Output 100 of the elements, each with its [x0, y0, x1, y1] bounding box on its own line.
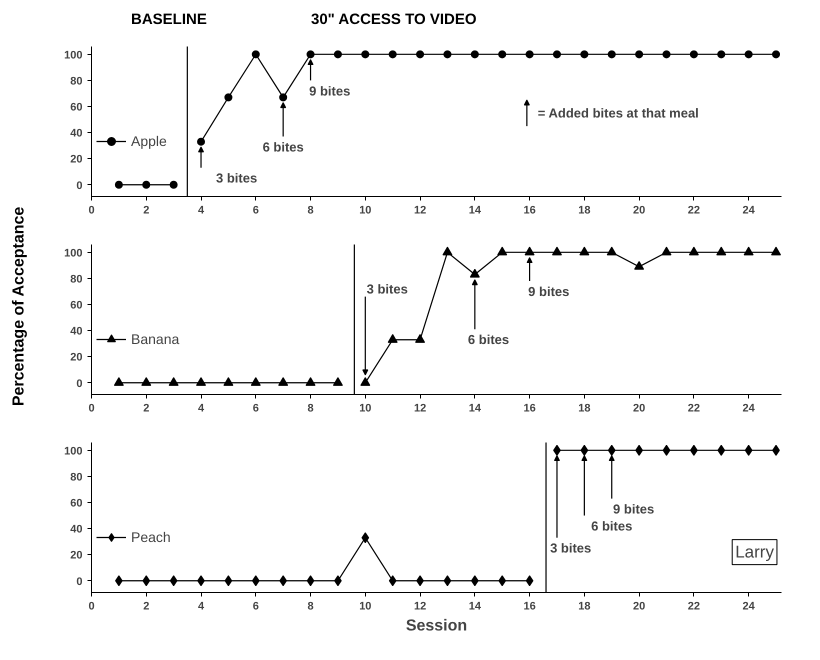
x-tick-label: 24 — [742, 402, 756, 414]
x-tick-label: 6 — [252, 402, 259, 414]
point — [606, 246, 617, 256]
y-tick-label: 40 — [70, 326, 83, 338]
point — [360, 377, 370, 386]
x-tick-label: 16 — [523, 600, 536, 612]
x-tick-label: 18 — [578, 600, 590, 612]
y-axis-title: Percentage of Acceptance — [10, 206, 29, 408]
y-tick-label: 40 — [70, 524, 83, 536]
y-tick-label: 20 — [70, 154, 83, 166]
y-tick-label: 40 — [70, 128, 83, 140]
legend-label: Peach — [131, 529, 171, 545]
point — [498, 50, 506, 58]
point — [196, 377, 206, 386]
x-tick-label: 18 — [578, 402, 590, 414]
annotation: 6 bites — [262, 139, 304, 154]
x-tick-label: 12 — [414, 600, 426, 612]
x-tick-label: 18 — [578, 204, 590, 216]
x-tick-label: 4 — [198, 204, 205, 216]
y-tick-label: 100 — [64, 247, 83, 260]
point — [470, 50, 479, 58]
point — [690, 50, 698, 58]
annotation: 3 bites — [366, 281, 408, 296]
x-tick-label: 8 — [307, 600, 314, 612]
point — [579, 246, 590, 256]
x-tick-label: 0 — [88, 204, 95, 216]
point — [250, 377, 261, 386]
point — [197, 138, 206, 146]
annotation: 3 bites — [216, 170, 258, 186]
annotation: Larry — [735, 542, 774, 562]
x-tick-label: 14 — [468, 402, 482, 414]
point — [662, 246, 672, 256]
point — [142, 180, 150, 189]
x-tick-label: 10 — [359, 600, 372, 612]
y-tick-label: 100 — [64, 49, 83, 62]
text: BASELINE — [131, 10, 207, 30]
y-tick-label: 60 — [70, 300, 83, 312]
annotation: 9 bites — [528, 284, 570, 299]
point — [415, 334, 426, 343]
point — [717, 444, 726, 456]
point — [608, 444, 616, 456]
legend-label: Apple — [131, 133, 167, 149]
annotation: 3 bites — [550, 540, 592, 556]
point — [223, 377, 234, 386]
point — [688, 246, 699, 256]
point — [361, 50, 370, 58]
point — [252, 50, 260, 58]
text: 30" ACCESS TO VIDEO — [311, 10, 476, 30]
point — [716, 246, 726, 256]
point — [552, 246, 562, 256]
x-tick-label: 20 — [633, 402, 646, 414]
x-axis-title: Session — [406, 618, 468, 634]
x-tick-label: 20 — [633, 600, 646, 612]
point — [635, 50, 644, 58]
point — [442, 246, 452, 256]
x-tick-label: 6 — [252, 204, 259, 216]
annotation: = Added bites at that meal — [538, 106, 699, 121]
x-tick-label: 0 — [88, 600, 95, 612]
x-tick-label: 12 — [414, 204, 426, 216]
point — [552, 50, 561, 58]
legend-label: Banana — [131, 331, 180, 347]
point — [388, 334, 398, 343]
x-tick-label: 0 — [88, 402, 95, 414]
x-tick-label: 24 — [742, 204, 756, 216]
x-tick-label: 22 — [688, 600, 700, 612]
point — [114, 180, 123, 189]
x-tick-label: 8 — [307, 402, 314, 414]
x-tick-label: 2 — [143, 600, 150, 612]
x-tick-label: 10 — [359, 402, 372, 414]
y-tick-label: 80 — [70, 471, 83, 484]
point — [772, 50, 780, 58]
point — [634, 260, 644, 270]
annotation: 6 bites — [468, 332, 510, 348]
y-tick-label: 80 — [70, 273, 83, 286]
point — [717, 50, 726, 58]
x-tick-label: 8 — [307, 204, 314, 216]
point — [332, 377, 343, 386]
point — [252, 575, 260, 586]
point — [170, 180, 178, 189]
point — [744, 246, 754, 256]
y-tick-label: 100 — [64, 445, 83, 458]
annotation: 9 bites — [309, 83, 350, 98]
x-tick-label: 16 — [523, 204, 536, 216]
y-tick-label: 0 — [76, 576, 83, 588]
x-tick-label: 22 — [688, 402, 700, 414]
y-tick-label: 0 — [76, 378, 83, 390]
point — [771, 246, 782, 256]
point — [388, 575, 397, 586]
x-tick-label: 2 — [143, 402, 150, 414]
y-tick-label: 20 — [70, 550, 83, 562]
point — [114, 377, 124, 386]
x-tick-label: 14 — [468, 600, 482, 612]
point — [278, 377, 288, 386]
x-tick-label: 16 — [523, 402, 536, 414]
point — [662, 50, 670, 58]
x-tick-label: 14 — [468, 204, 482, 216]
y-tick-label: 60 — [70, 102, 83, 114]
x-tick-label: 6 — [252, 600, 259, 612]
y-tick-label: 80 — [70, 75, 83, 88]
point — [580, 50, 588, 58]
